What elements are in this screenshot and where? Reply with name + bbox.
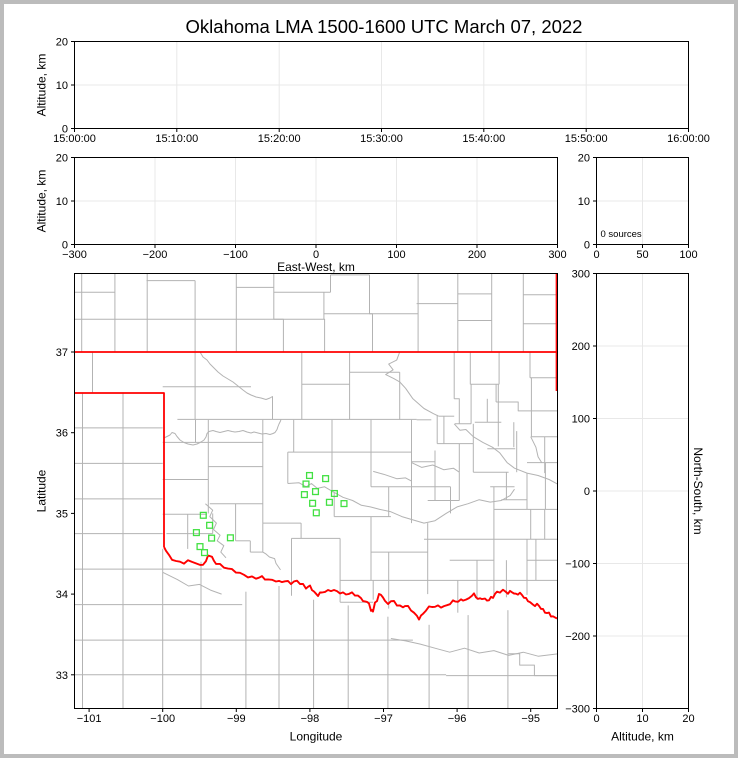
svg-text:20: 20 <box>578 153 590 165</box>
svg-text:20: 20 <box>56 153 68 165</box>
svg-text:−101: −101 <box>77 713 102 725</box>
svg-text:−300: −300 <box>565 704 590 716</box>
svg-text:35: 35 <box>56 508 68 520</box>
svg-text:Altitude, km: Altitude, km <box>35 170 49 233</box>
svg-text:Altitude, km: Altitude, km <box>611 730 674 744</box>
svg-text:−96: −96 <box>448 713 467 725</box>
svg-text:−95: −95 <box>521 713 540 725</box>
svg-text:East-West, km: East-West, km <box>277 260 355 274</box>
svg-text:−200: −200 <box>565 631 590 643</box>
svg-text:0: 0 <box>593 713 599 725</box>
svg-text:Latitude: Latitude <box>35 469 49 512</box>
svg-text:100: 100 <box>387 249 405 261</box>
svg-text:Altitude, km: Altitude, km <box>35 54 49 117</box>
svg-text:−100: −100 <box>150 713 175 725</box>
svg-text:0: 0 <box>584 486 590 498</box>
svg-text:15:00:00: 15:00:00 <box>53 133 96 145</box>
svg-text:15:30:00: 15:30:00 <box>360 133 403 145</box>
svg-text:−98: −98 <box>301 713 320 725</box>
svg-text:North-South, km: North-South, km <box>691 447 705 534</box>
svg-text:10: 10 <box>56 196 68 208</box>
svg-text:−300: −300 <box>62 249 87 261</box>
svg-text:−100: −100 <box>565 559 590 571</box>
svg-text:16:00:00: 16:00:00 <box>667 133 710 145</box>
svg-text:Oklahoma LMA 1500-1600 UTC Mar: Oklahoma LMA 1500-1600 UTC March 07, 202… <box>186 16 583 37</box>
svg-text:0: 0 <box>584 240 590 252</box>
svg-text:Longitude: Longitude <box>290 730 343 744</box>
svg-text:36: 36 <box>56 428 68 440</box>
svg-text:0: 0 <box>313 249 319 261</box>
svg-text:34: 34 <box>56 589 68 601</box>
svg-text:−97: −97 <box>374 713 393 725</box>
svg-text:20: 20 <box>56 37 68 49</box>
svg-text:33: 33 <box>56 670 68 682</box>
svg-text:−100: −100 <box>223 249 248 261</box>
svg-text:100: 100 <box>572 414 590 426</box>
svg-text:10: 10 <box>56 80 68 92</box>
svg-text:0: 0 <box>62 124 68 136</box>
svg-text:15:40:00: 15:40:00 <box>462 133 505 145</box>
svg-text:10: 10 <box>636 713 648 725</box>
svg-text:15:10:00: 15:10:00 <box>155 133 198 145</box>
svg-text:0: 0 <box>593 249 599 261</box>
svg-text:300: 300 <box>548 249 566 261</box>
svg-text:200: 200 <box>468 249 486 261</box>
svg-text:15:20:00: 15:20:00 <box>258 133 301 145</box>
svg-text:50: 50 <box>636 249 648 261</box>
svg-text:10: 10 <box>578 196 590 208</box>
svg-text:15:50:00: 15:50:00 <box>565 133 608 145</box>
svg-text:−200: −200 <box>143 249 168 261</box>
svg-text:37: 37 <box>56 347 68 359</box>
svg-text:−99: −99 <box>227 713 246 725</box>
svg-text:0: 0 <box>62 240 68 252</box>
svg-text:300: 300 <box>572 269 590 281</box>
svg-text:20: 20 <box>682 713 694 725</box>
svg-text:100: 100 <box>679 249 697 261</box>
svg-text:200: 200 <box>572 341 590 353</box>
svg-text:0 sources: 0 sources <box>601 229 642 240</box>
